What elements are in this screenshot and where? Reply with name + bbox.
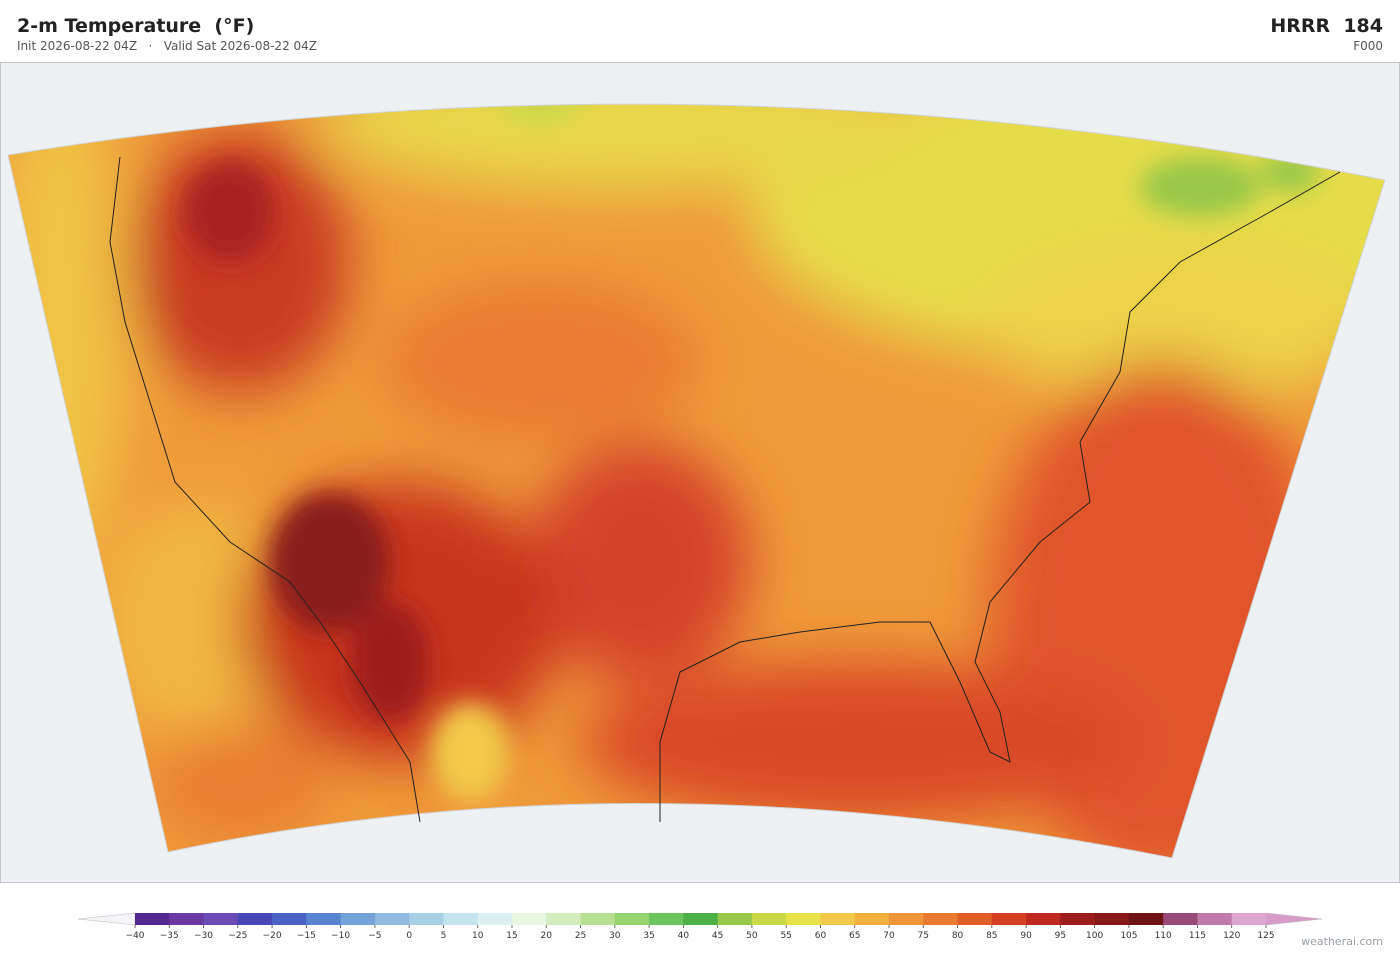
colorbar-tick-label: −25 bbox=[228, 931, 247, 941]
credit: weatherai.com bbox=[1301, 935, 1383, 948]
colorbar-segment bbox=[135, 913, 170, 925]
colorbar-segment bbox=[717, 913, 753, 925]
colorbar-segment bbox=[820, 913, 856, 925]
colorbar-tick-label: −30 bbox=[194, 931, 213, 941]
colorbar-segment bbox=[340, 913, 376, 925]
colorbar-extend-low bbox=[77, 912, 136, 926]
colorbar-segment bbox=[374, 913, 410, 925]
colorbar-segment bbox=[1094, 913, 1130, 925]
colorbar-tick-label: 55 bbox=[780, 931, 791, 941]
colorbar-segment bbox=[1060, 913, 1096, 925]
colorbar-segment bbox=[854, 913, 890, 925]
colorbar-tick-label: 120 bbox=[1223, 931, 1240, 941]
colorbar-segment bbox=[786, 913, 821, 925]
colorbar-tick-label: 70 bbox=[883, 931, 895, 941]
colorbar-tick-label: 10 bbox=[472, 931, 484, 941]
colorbar-segment bbox=[272, 913, 307, 925]
colorbar-tick-label: −40 bbox=[126, 931, 145, 941]
colorbar-tick-label: −10 bbox=[331, 931, 350, 941]
colorbar-tick-label: 15 bbox=[506, 931, 517, 941]
colorbar-tick-label: 45 bbox=[712, 931, 723, 941]
colorbar-tick-label: 90 bbox=[1020, 931, 1032, 941]
coastlines bbox=[109, 156, 1341, 823]
colorbar-segment bbox=[614, 913, 650, 925]
colorbar-segment bbox=[1231, 913, 1267, 925]
colorbar-extend-high bbox=[1265, 912, 1323, 926]
colorbar-tick-label: 100 bbox=[1086, 931, 1103, 941]
colorbar-tick-label: 80 bbox=[952, 931, 964, 941]
colorbar-tick-label: 65 bbox=[849, 931, 860, 941]
colorbar-tick-label: −5 bbox=[368, 931, 381, 941]
colorbar-segment bbox=[477, 913, 513, 925]
model-name: HRRR 184 bbox=[1270, 15, 1383, 37]
colorbar-segment bbox=[957, 913, 993, 925]
colorbar-segment bbox=[1163, 913, 1198, 925]
colorbar-tick-label: 20 bbox=[541, 931, 553, 941]
colorbar-tick-label: 35 bbox=[643, 931, 654, 941]
map-title: 2-m Temperature (°F) bbox=[17, 15, 255, 37]
colorbar-tick-label: 85 bbox=[986, 931, 997, 941]
colorbar-segment bbox=[546, 913, 582, 925]
colorbar-segment bbox=[1128, 913, 1164, 925]
colorbar-tick-label: 40 bbox=[678, 931, 690, 941]
colorbar-segment bbox=[1026, 913, 1061, 925]
colorbar-tick-label: 110 bbox=[1155, 931, 1172, 941]
colorbar-tick-label: 30 bbox=[609, 931, 621, 941]
colorbar-tick-label: 115 bbox=[1189, 931, 1206, 941]
colorbar-segment bbox=[409, 913, 444, 925]
colorbar-segment bbox=[580, 913, 616, 925]
colorbar-segment bbox=[889, 913, 924, 925]
colorbar-segment bbox=[306, 913, 342, 925]
colorbar-tick-label: 0 bbox=[406, 931, 412, 941]
map bbox=[0, 62, 1400, 883]
colorbar-tick-label: 95 bbox=[1055, 931, 1066, 941]
colorbar-tick-label: 75 bbox=[918, 931, 929, 941]
colorbar-segment bbox=[169, 913, 205, 925]
colorbar-tick-label: 125 bbox=[1257, 931, 1274, 941]
colorbar-segment bbox=[683, 913, 719, 925]
colorbar-tick-label: 50 bbox=[746, 931, 758, 941]
forecast-hour: F000 bbox=[1353, 39, 1383, 53]
colorbar-tick-label: −15 bbox=[297, 931, 316, 941]
colorbar-tick-label: 60 bbox=[815, 931, 827, 941]
colorbar-tick-label: 105 bbox=[1120, 931, 1137, 941]
colorbar-segment bbox=[203, 913, 239, 925]
domain-outline bbox=[7, 103, 1386, 859]
colorbar-segment bbox=[237, 913, 273, 925]
colorbar-tick-label: 25 bbox=[575, 931, 586, 941]
colorbar-tick-label: 5 bbox=[441, 931, 447, 941]
colorbar-segment bbox=[512, 913, 547, 925]
colorbar-segment bbox=[1197, 913, 1233, 925]
map-subtitle: Init 2026-08-22 04Z · Valid Sat 2026-08-… bbox=[17, 39, 318, 53]
colorbar-tick-label: −35 bbox=[160, 931, 179, 941]
colorbar-tick-label: −20 bbox=[263, 931, 282, 941]
colorbar-segment bbox=[923, 913, 959, 925]
temperature-field bbox=[8, 104, 1385, 858]
colorbar-segment bbox=[991, 913, 1027, 925]
colorbar-segment bbox=[751, 913, 787, 925]
colorbar: −40 −35 −30 −25 −20 −15 −10 −5 0 5 10 15 20 25 30 35 40 4… bbox=[77, 912, 1323, 941]
colorbar-segment bbox=[649, 913, 684, 925]
colorbar-segment bbox=[443, 913, 479, 925]
